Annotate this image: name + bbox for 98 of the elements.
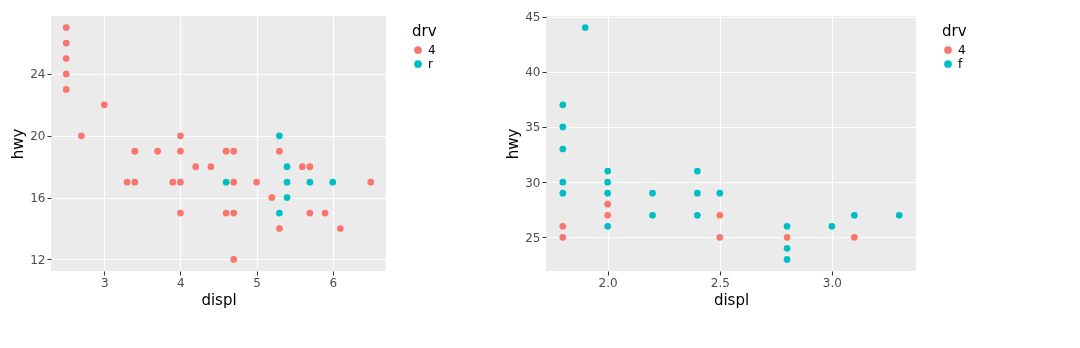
point — [559, 222, 567, 230]
point — [131, 178, 139, 186]
point — [306, 178, 314, 186]
x-tick-label: 4 — [177, 275, 185, 290]
point — [559, 233, 567, 241]
point — [559, 101, 567, 109]
x-tick-label: 2.0 — [598, 275, 618, 290]
y-tick-label: 45 — [525, 10, 541, 25]
point — [329, 178, 337, 186]
point — [169, 178, 177, 186]
y-tick-label: 12 — [30, 252, 46, 267]
point — [694, 211, 701, 219]
y-tick-label: 30 — [525, 175, 541, 190]
point — [716, 233, 724, 241]
point — [222, 178, 230, 186]
point — [604, 189, 612, 197]
point — [230, 147, 238, 155]
point — [559, 178, 567, 186]
legend-title: drv — [412, 22, 437, 40]
y-tick-label: 20 — [30, 129, 46, 144]
legend-label: f — [958, 57, 963, 71]
point — [783, 233, 791, 241]
point — [276, 225, 283, 232]
point — [62, 86, 70, 93]
point — [306, 163, 314, 171]
point — [230, 209, 238, 217]
x-tick-label: 2.5 — [710, 275, 730, 290]
point — [207, 163, 215, 171]
point — [177, 132, 184, 140]
point — [222, 147, 230, 155]
point — [581, 24, 589, 31]
point — [604, 222, 612, 230]
point — [306, 209, 314, 217]
x-tick-label: 6 — [329, 275, 338, 290]
point — [78, 132, 85, 140]
point — [336, 225, 344, 232]
point — [604, 178, 612, 186]
x-axis-title: displ — [713, 290, 750, 309]
point — [850, 233, 858, 241]
legend-label: 4 — [428, 43, 436, 57]
point — [649, 189, 656, 197]
point — [604, 167, 612, 175]
point — [177, 147, 184, 155]
point — [62, 70, 70, 78]
point — [123, 178, 131, 186]
point — [276, 209, 283, 217]
legend-label: r — [428, 57, 433, 71]
point — [100, 101, 108, 109]
point — [367, 178, 375, 186]
point — [283, 178, 291, 186]
y-axis-title: hwy — [504, 128, 523, 160]
y-axis-title: hwy — [9, 128, 28, 160]
point — [783, 256, 791, 263]
point — [783, 222, 791, 230]
point — [62, 39, 70, 47]
y-tick-label: 16 — [30, 191, 46, 206]
point — [154, 147, 161, 155]
y-tick-label: 40 — [525, 65, 541, 80]
point — [253, 178, 260, 186]
point — [283, 194, 291, 201]
point — [177, 178, 184, 186]
point — [268, 194, 276, 201]
y-tick-label: 35 — [525, 120, 541, 135]
point — [828, 222, 836, 230]
point — [298, 163, 306, 171]
legend-label: 4 — [958, 43, 966, 57]
point — [559, 123, 567, 131]
point — [177, 209, 184, 217]
point — [276, 132, 283, 140]
point — [716, 189, 724, 197]
y-tick-label: 25 — [525, 230, 541, 245]
point — [230, 256, 238, 263]
point — [62, 24, 70, 31]
point — [230, 178, 238, 186]
point — [559, 189, 567, 197]
point — [283, 163, 291, 171]
point — [321, 209, 329, 217]
point — [276, 147, 283, 155]
point — [694, 167, 701, 175]
x-tick-label: 5 — [253, 275, 261, 290]
point — [694, 189, 701, 197]
y-tick-label: 24 — [30, 67, 46, 82]
point — [716, 211, 724, 219]
point — [649, 211, 656, 219]
point — [131, 147, 139, 155]
point — [222, 209, 230, 217]
point — [604, 200, 612, 208]
point — [895, 211, 903, 219]
point — [783, 245, 791, 252]
legend-title: drv — [942, 22, 967, 40]
point — [850, 211, 858, 219]
point — [62, 55, 70, 62]
point — [604, 211, 612, 219]
point — [192, 163, 200, 171]
x-axis-title: displ — [201, 290, 237, 309]
point — [559, 145, 567, 153]
x-tick-label: 3.0 — [822, 275, 842, 290]
x-tick-label: 3 — [100, 275, 109, 290]
